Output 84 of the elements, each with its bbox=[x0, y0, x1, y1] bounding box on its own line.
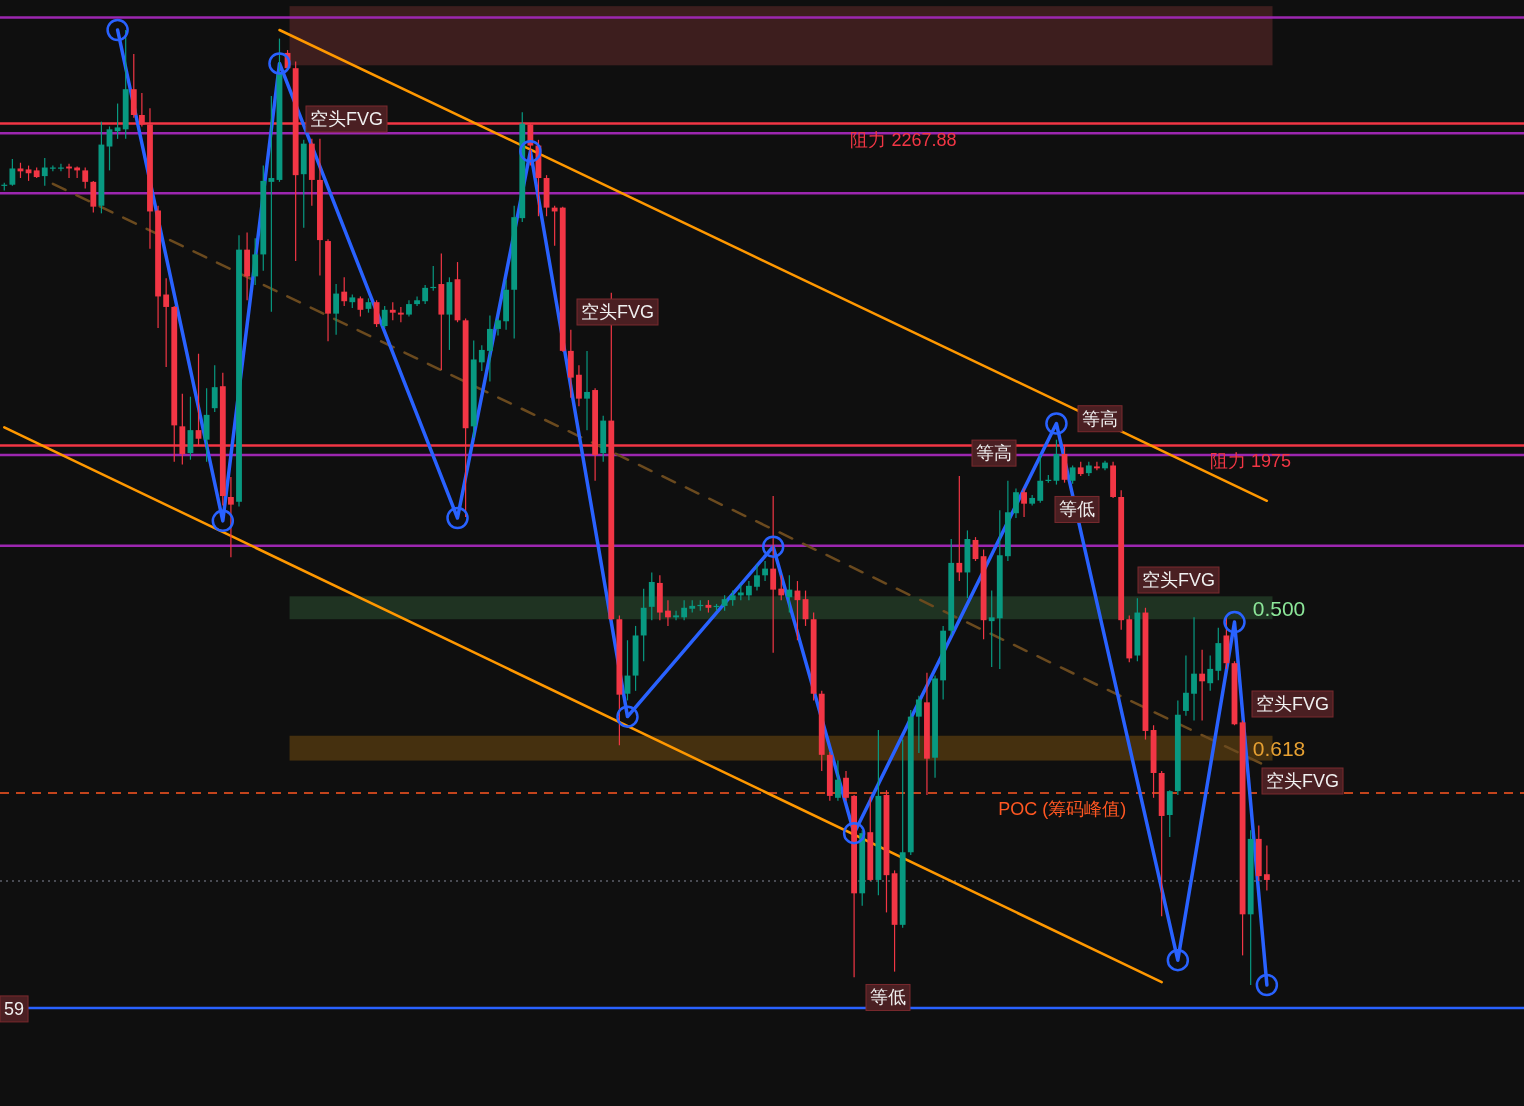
annotation: 空头FVG bbox=[581, 302, 655, 322]
candlestick bbox=[770, 495, 777, 654]
annotation: 空头FVG bbox=[1137, 566, 1220, 594]
point bbox=[616, 705, 639, 728]
candlestick bbox=[114, 102, 121, 140]
candlestick bbox=[835, 759, 841, 802]
candlestick bbox=[754, 564, 760, 592]
annotation: 等低 bbox=[1059, 499, 1095, 520]
candlestick bbox=[786, 574, 793, 614]
candlestick bbox=[1263, 844, 1270, 892]
candlestick bbox=[211, 364, 218, 413]
candlestick bbox=[357, 295, 364, 318]
annotation: 等低 bbox=[1054, 495, 1100, 523]
candlestick bbox=[778, 574, 785, 601]
annotation: 空头FVG bbox=[1256, 694, 1330, 714]
point bbox=[446, 506, 469, 530]
annotation: 等低 bbox=[865, 983, 911, 1011]
candlestick bbox=[138, 92, 145, 128]
candlestick bbox=[41, 157, 48, 187]
candlestick bbox=[82, 166, 89, 190]
candlestick bbox=[414, 295, 420, 307]
annotation: 空头FVG bbox=[576, 298, 659, 326]
point bbox=[106, 18, 129, 42]
candlestick bbox=[389, 301, 396, 321]
ref-line: POC (筹码峰值) bbox=[0, 792, 1524, 820]
annotation: 等高 bbox=[971, 439, 1017, 467]
point bbox=[1166, 948, 1190, 972]
candlestick bbox=[397, 306, 404, 323]
point bbox=[519, 140, 542, 163]
ref-line-label: 阻力 2267.88 bbox=[850, 129, 957, 150]
point bbox=[842, 821, 866, 845]
band-label: 0.618 bbox=[1252, 737, 1306, 761]
candlestick bbox=[163, 277, 170, 368]
candlestick bbox=[1037, 454, 1044, 504]
candlestick bbox=[373, 299, 380, 328]
candlestick bbox=[106, 125, 113, 171]
candlestick bbox=[252, 237, 259, 286]
candlestick bbox=[745, 580, 752, 601]
candlestick bbox=[956, 475, 963, 582]
annotation: 空头FVG bbox=[1261, 767, 1344, 795]
annotation: 空头FVG bbox=[1142, 570, 1216, 590]
annotation: 等低 bbox=[870, 987, 906, 1008]
candlestick bbox=[1013, 487, 1019, 519]
candlestick bbox=[1093, 461, 1100, 471]
candlestick bbox=[584, 350, 590, 431]
annotation: 等高 bbox=[976, 443, 1012, 464]
candlestick bbox=[1207, 654, 1214, 692]
candlestick bbox=[9, 158, 16, 187]
point bbox=[1045, 412, 1068, 435]
candlestick bbox=[673, 610, 679, 621]
candlestick bbox=[268, 95, 275, 313]
ref-line-label: 阻力 1975 bbox=[1210, 451, 1292, 472]
annotation: 空头FVG bbox=[1266, 771, 1340, 791]
candlestick bbox=[227, 476, 234, 558]
ref-line-label: POC (筹码峰值) bbox=[998, 799, 1127, 820]
candlestick bbox=[915, 695, 922, 754]
candlestick bbox=[1191, 616, 1197, 722]
candlestick bbox=[1166, 789, 1173, 838]
candlestick bbox=[478, 344, 485, 372]
band-label: 0.500 bbox=[1252, 596, 1306, 620]
candlestick bbox=[843, 770, 849, 802]
candlestick bbox=[681, 599, 688, 621]
annotation: 等高 bbox=[1082, 408, 1118, 429]
candlestick bbox=[576, 364, 582, 407]
candlestick bbox=[381, 305, 388, 329]
point bbox=[1223, 610, 1246, 634]
point bbox=[268, 52, 291, 75]
candlestick bbox=[333, 283, 340, 336]
candlestick bbox=[1183, 654, 1189, 717]
candlestick bbox=[762, 560, 768, 582]
candlestick bbox=[422, 284, 429, 305]
point bbox=[211, 509, 235, 533]
point bbox=[1255, 973, 1279, 997]
candlestick bbox=[1069, 464, 1076, 485]
candlestick bbox=[1199, 649, 1206, 722]
annotation: 空头FVG bbox=[1251, 690, 1334, 718]
annotation: 59 bbox=[0, 995, 29, 1023]
candlestick bbox=[341, 276, 348, 307]
point bbox=[761, 535, 785, 558]
annotation: 等高 bbox=[1077, 405, 1123, 433]
candlestick bbox=[988, 589, 995, 668]
candlestick bbox=[486, 314, 493, 383]
candlestick bbox=[1021, 487, 1027, 518]
candlestick bbox=[665, 599, 671, 627]
